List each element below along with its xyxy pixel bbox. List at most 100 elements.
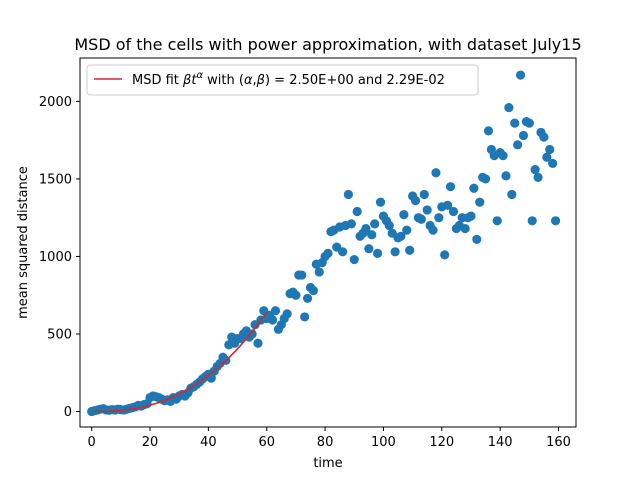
- plot-marks: [87, 70, 561, 417]
- data-point: [443, 200, 453, 210]
- data-point: [416, 214, 426, 224]
- data-point: [314, 267, 324, 277]
- data-point: [300, 312, 310, 322]
- data-point: [253, 338, 263, 348]
- data-point: [475, 197, 485, 207]
- legend-label-beta2: β: [256, 73, 265, 88]
- data-point: [384, 220, 394, 231]
- data-point: [460, 223, 470, 234]
- data-point: [390, 247, 400, 257]
- data-point: [291, 290, 301, 300]
- data-point: [375, 197, 386, 207]
- legend-label-comma: ,: [253, 73, 257, 88]
- legend-label-prefix: MSD fit: [132, 73, 183, 88]
- data-point: [367, 230, 377, 240]
- data-point: [530, 165, 540, 175]
- data-point: [282, 309, 292, 319]
- plot-frame: [79, 57, 577, 428]
- y-tick-label: 1500: [39, 172, 72, 187]
- data-point: [419, 189, 429, 200]
- y-axis-label: mean squared distance: [16, 166, 31, 319]
- x-tick-label: 100: [371, 435, 396, 450]
- x-tick-label: 0: [88, 435, 96, 450]
- data-point: [472, 234, 482, 244]
- data-point: [515, 70, 526, 80]
- data-point: [504, 103, 514, 113]
- data-point: [445, 182, 456, 192]
- legend-label-t: t: [191, 73, 197, 88]
- data-point: [498, 151, 508, 161]
- data-point: [270, 306, 281, 316]
- data-point: [402, 225, 412, 235]
- data-point: [343, 189, 354, 200]
- x-tick-label: 20: [142, 435, 159, 450]
- data-point: [364, 244, 374, 254]
- fit-curve: [91, 312, 268, 413]
- data-point: [507, 189, 517, 200]
- data-point: [513, 140, 523, 150]
- data-point: [550, 216, 561, 226]
- x-axis-label: time: [313, 456, 342, 471]
- legend-label: MSD fit βtα with (α,β) = 2.50E+00 and 2.…: [132, 70, 445, 88]
- data-point: [323, 248, 333, 258]
- x-tick-label: 80: [317, 435, 334, 450]
- y-tick-label: 0: [64, 405, 72, 420]
- data-point: [399, 209, 409, 220]
- legend-box: [86, 64, 479, 96]
- data-point: [349, 254, 359, 265]
- data-point: [533, 172, 543, 182]
- data-point: [302, 293, 313, 303]
- data-point: [267, 315, 278, 325]
- data-point: [545, 144, 555, 155]
- legend-label-alpha-superscript: α: [196, 70, 203, 81]
- y-axis-ticks: 0 500 1000 1500 2000: [39, 95, 80, 420]
- data-point: [448, 206, 459, 217]
- data-point: [527, 216, 537, 226]
- data-point: [361, 223, 371, 234]
- x-tick-label: 160: [546, 435, 571, 450]
- data-point: [373, 248, 383, 258]
- x-tick-label: 60: [258, 435, 275, 450]
- x-tick-label: 120: [429, 435, 454, 450]
- data-point: [501, 171, 511, 181]
- data-point: [431, 168, 441, 178]
- legend-label-with: with (: [203, 73, 244, 88]
- y-tick-label: 1000: [39, 250, 72, 265]
- data-point: [370, 219, 380, 229]
- data-point: [524, 118, 534, 128]
- legend: MSD fit βtα with (α,β) = 2.50E+00 and 2.…: [86, 64, 479, 96]
- data-point: [247, 329, 257, 339]
- y-tick-label: 2000: [39, 95, 72, 110]
- x-axis-ticks: 0 20 40 60 80 100 120 140 160: [88, 427, 571, 450]
- legend-label-alpha: α: [244, 73, 253, 88]
- data-point: [440, 250, 450, 260]
- data-point: [297, 270, 307, 280]
- data-point: [434, 213, 444, 223]
- data-point: [539, 132, 549, 142]
- data-point: [548, 158, 558, 169]
- data-point: [422, 205, 432, 215]
- x-tick-label: 140: [488, 435, 513, 450]
- data-point: [337, 247, 348, 257]
- data-point: [542, 152, 552, 162]
- data-point: [492, 216, 502, 226]
- data-point: [466, 211, 476, 221]
- data-point: [410, 196, 421, 206]
- legend-label-values: ) = 2.50E+00 and 2.29E-02: [265, 73, 445, 88]
- data-point: [352, 206, 362, 217]
- data-point: [308, 285, 319, 296]
- data-point: [480, 174, 491, 184]
- data-point: [396, 231, 406, 241]
- data-point: [483, 126, 494, 136]
- legend-label-beta: β: [182, 73, 191, 88]
- chart-title: MSD of the cells with power approximatio…: [74, 35, 581, 54]
- y-tick-label: 500: [47, 327, 72, 342]
- data-point: [518, 130, 529, 141]
- data-point: [469, 183, 479, 193]
- data-point: [405, 245, 415, 255]
- data-point: [510, 118, 520, 128]
- data-point: [346, 219, 356, 229]
- x-tick-label: 40: [200, 435, 217, 450]
- data-point: [428, 225, 438, 235]
